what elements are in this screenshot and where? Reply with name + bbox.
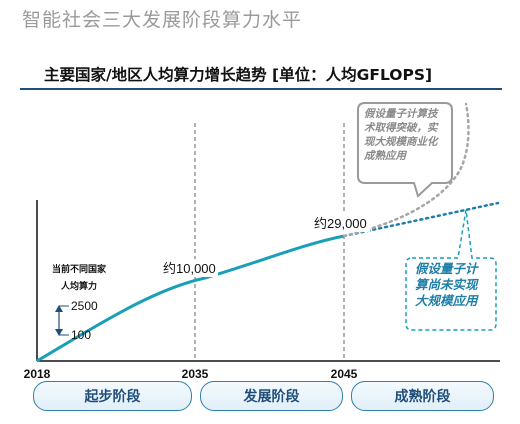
stage-pill-start: 起步阶段 — [33, 381, 192, 411]
growth-curve-main — [36, 234, 345, 363]
x-tick-label-2045: 2045 — [331, 367, 358, 381]
callout-baseline-box — [405, 209, 497, 331]
x-tick-label-2035: 2035 — [182, 367, 209, 381]
callout-baseline-text: 假设量子计算尚未实现大规模应用 — [415, 261, 478, 308]
value-label-2045: 约29,000 — [314, 216, 367, 231]
stage-pill-development: 发展阶段 — [200, 381, 343, 411]
chart-title: 主要国家/地区人均算力增长趋势 [单位：人均GFLOPS] — [44, 66, 433, 84]
current-level-high: 2500 — [71, 299, 98, 313]
x-tick-label-2018: 2018 — [24, 367, 51, 381]
arrow-head-up — [55, 305, 63, 312]
current-level-label-line2: 人均算力 — [60, 280, 97, 292]
page-title: 智能社会三大发展阶段算力水平 — [22, 9, 303, 31]
value-label-2035: 约10,000 — [163, 261, 216, 276]
current-level-low: 100 — [71, 328, 91, 342]
callout-upside-text: 假设量子计算技术取得突破，实现大规模商业化成熟应用 — [364, 108, 438, 162]
stage-pill-mature: 成熟阶段 — [351, 381, 494, 411]
title-underline — [20, 88, 502, 90]
callout-upside-box — [357, 102, 453, 198]
current-level-label-line1: 当前不同国家 — [52, 263, 107, 275]
projection-line-upside — [342, 102, 470, 238]
arrow-head-down — [55, 329, 63, 336]
